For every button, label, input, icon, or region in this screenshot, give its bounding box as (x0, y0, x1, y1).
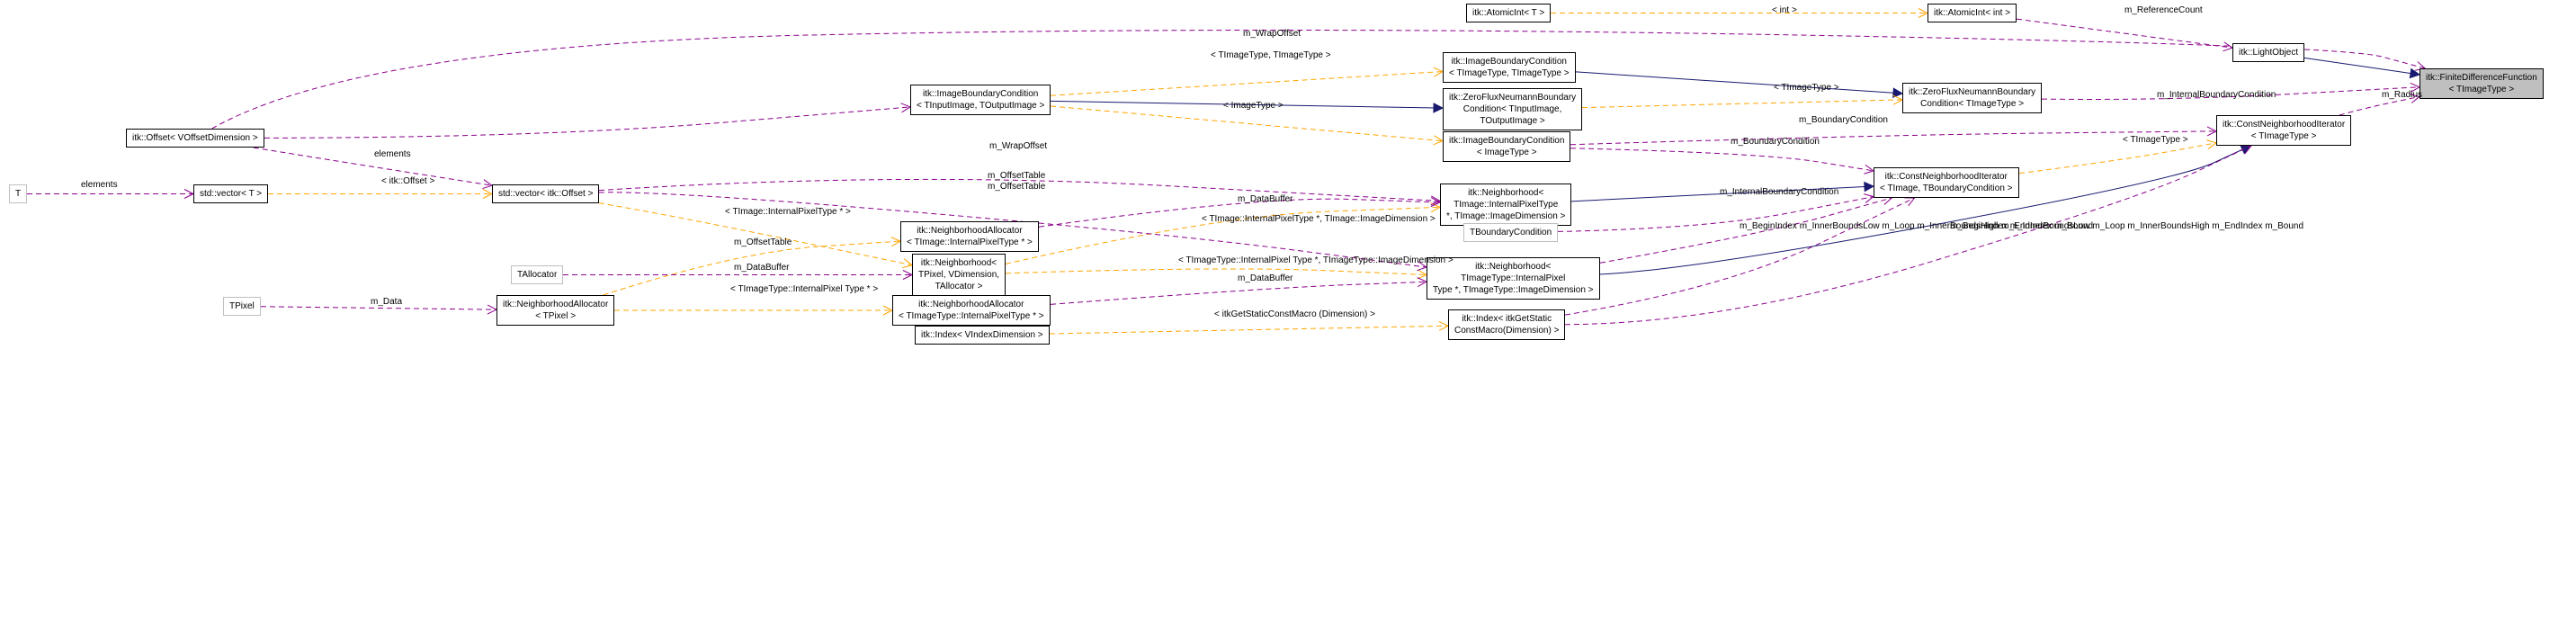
graph-node[interactable]: itk::NeighborhoodAllocator < TPixel > (496, 295, 614, 326)
graph-node[interactable]: itk::AtomicInt< T > (1466, 4, 1551, 22)
graph-node[interactable]: std::vector< itk::Offset > (492, 184, 599, 203)
graph-node[interactable]: itk::ImageBoundaryCondition < ImageType … (1443, 131, 1570, 162)
graph-node[interactable]: itk::ConstNeighborhoodIterator < TImageT… (2216, 115, 2351, 146)
graph-node[interactable]: itk::FiniteDifferenceFunction < TImageTy… (2419, 68, 2544, 99)
graph-node[interactable]: itk::Neighborhood< TImage::InternalPixel… (1440, 184, 1571, 226)
graph-node[interactable]: itk::Index< VIndexDimension > (915, 326, 1050, 345)
graph-node[interactable]: T (9, 184, 27, 203)
graph-node[interactable]: itk::NeighborhoodAllocator < TImage::Int… (900, 221, 1039, 252)
graph-node[interactable]: TAllocator (511, 265, 563, 284)
graph-node[interactable]: itk::ConstNeighborhoodIterator < TImage,… (1874, 167, 2019, 198)
graph-node[interactable]: TPixel (223, 297, 261, 316)
graph-node[interactable]: itk::Neighborhood< TPixel, VDimension, T… (912, 254, 1006, 296)
graph-node[interactable]: itk::Offset< VOffsetDimension > (126, 129, 264, 148)
graph-node[interactable]: itk::ImageBoundaryCondition < TInputImag… (910, 85, 1051, 115)
graph-node[interactable]: itk::Index< itkGetStatic ConstMacro(Dime… (1448, 309, 1565, 340)
graph-node[interactable]: itk::NeighborhoodAllocator < TImageType:… (892, 295, 1051, 326)
collab-graph: { "diagram": { "type": "network", "backg… (0, 0, 2576, 618)
graph-node[interactable]: TBoundaryCondition (1463, 223, 1558, 242)
graph-node[interactable]: itk::ImageBoundaryCondition < TImageType… (1443, 52, 1576, 83)
edge-layer (0, 0, 2576, 618)
graph-node[interactable]: itk::LightObject (2232, 43, 2304, 62)
graph-node[interactable]: itk::AtomicInt< int > (1928, 4, 2017, 22)
graph-node[interactable]: std::vector< T > (193, 184, 268, 203)
graph-node[interactable]: itk::Neighborhood< TImageType::InternalP… (1427, 257, 1600, 300)
graph-node[interactable]: itk::ZeroFluxNeumannBoundary Condition< … (1443, 88, 1582, 130)
graph-node[interactable]: itk::ZeroFluxNeumannBoundary Condition< … (1902, 83, 2042, 113)
